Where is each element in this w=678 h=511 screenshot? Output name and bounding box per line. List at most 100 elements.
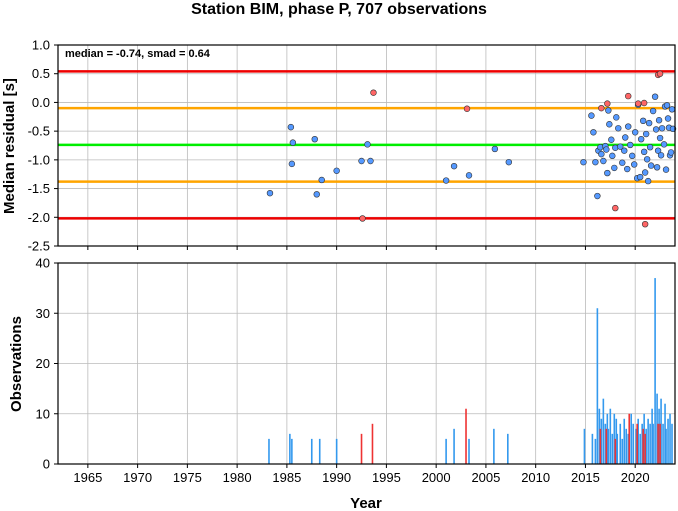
observation-bar [651,408,653,464]
observation-bar [652,423,654,464]
residual-point [613,114,620,121]
year-x-axis-label: Year [350,495,382,511]
observation-bar [268,438,270,464]
residual-point [647,162,655,169]
x-tick-label: 2000 [422,470,451,485]
residual-point [619,159,626,166]
residual-point [606,121,613,128]
observation-bar [465,408,467,464]
residual-point [651,93,659,100]
residual-point [592,158,599,166]
residual-point [668,106,676,113]
residual-point [318,176,325,184]
residual-point [311,135,318,143]
observation-bar [371,423,374,464]
x-tick-label: 1970 [123,470,152,485]
residual-point [625,123,632,130]
residual-panel-border [57,44,676,247]
observation-bar [614,438,617,464]
residual-y-axis-label: Median residual [s] [1,78,18,214]
observation-bar [596,308,599,464]
x-tick-label: 1980 [223,470,252,485]
residual-point [364,141,371,148]
observation-bar [641,423,643,464]
residual-point [598,104,605,112]
observation-bar [360,433,363,464]
residual-point [630,161,638,168]
residual-point [358,157,365,165]
residual-point [288,160,296,168]
residual-point [660,141,668,148]
residual-point [367,157,374,165]
observation-bar [625,428,628,464]
observation-bar [671,423,673,464]
residual-y-ticks: 1.0 0.5 0.0 -0.5 -1.0 -1.5 -2.0 -2.5 [28,38,58,254]
residual-point [643,156,651,163]
residual-point [609,152,616,160]
observation-bar [291,438,293,464]
observation-bar [660,398,662,464]
observation-bar [599,428,602,464]
residual-point [641,220,649,228]
observation-bar [613,413,616,464]
residual-point [657,152,665,159]
x-tick-label: 1990 [322,470,351,485]
observation-bar [493,428,495,464]
residual-point [662,166,670,173]
residual-point [637,135,645,143]
year-x-ticks: 1965 1970 1975 1980 1985 1990 1995 2000 2005 2010… [73,464,650,485]
chart-title: Station BIM, phase P, 707 observations [191,1,487,18]
residual-point [629,152,636,160]
residual-point [604,100,611,107]
observation-bar [606,413,609,464]
observation-bar [630,413,633,464]
observation-bar [644,433,646,464]
residual-point [621,147,628,154]
y-tick-label: -1.5 [28,181,50,196]
residual-point [644,177,652,185]
residual-point [656,70,664,77]
observation-bar [602,398,605,464]
observation-bar [645,428,647,464]
residual-point [580,158,587,166]
observation-bar [600,418,603,464]
residual-point [287,123,295,131]
observation-bar [627,433,630,464]
residual-point [641,169,649,176]
observation-bar [654,278,656,464]
residual-point [652,126,660,133]
observation-bar [607,428,610,464]
y-tick-label: 0.0 [32,95,50,110]
residual-point [491,145,499,153]
x-tick-label: 1995 [372,470,401,485]
observation-bar [636,423,638,464]
residual-point [656,134,664,142]
x-tick-label: 1965 [73,470,102,485]
residual-point [605,107,612,114]
observation-bar [445,438,447,464]
observation-bar [604,423,607,464]
observation-bar [583,428,586,464]
residual-point [359,215,366,222]
observation-bar [335,438,338,464]
observation-bar [623,418,626,464]
observation-bar [310,438,313,464]
residual-point [646,144,654,151]
residual-point [622,134,629,141]
residual-point [634,100,642,107]
residual-point [603,146,610,153]
observation-bar [647,418,649,464]
x-tick-label: 2015 [571,470,600,485]
observation-bar [507,433,509,464]
observation-bar [609,408,612,464]
residual-point [658,125,666,132]
x-tick-label: 2010 [521,470,550,485]
observations-y-axis-label: Observations [8,316,25,412]
observation-bar [639,433,641,464]
y-tick-label: 30 [36,306,50,321]
observation-bar [615,418,618,464]
residual-point [289,139,297,146]
observation-bar [659,423,661,464]
residual-point [450,162,458,170]
observation-bar [628,413,631,464]
